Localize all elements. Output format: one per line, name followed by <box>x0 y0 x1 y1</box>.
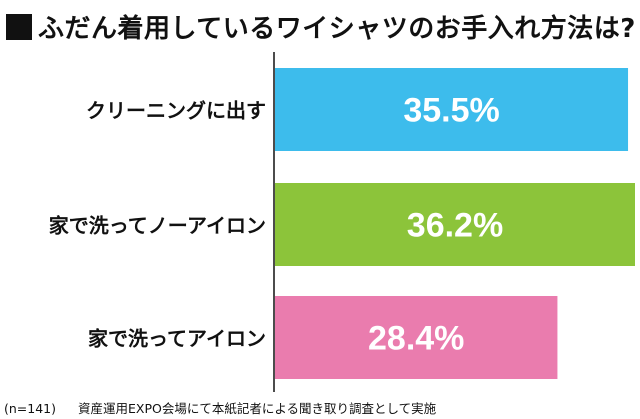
chart-title: ふだん着用しているワイシャツのお手入れ方法は? <box>6 8 636 45</box>
category-label-3: 家で洗ってアイロン <box>88 327 266 351</box>
title-square-icon <box>6 14 32 40</box>
bar-2 <box>275 183 635 266</box>
category-label-1: クリーニングに出す <box>86 99 266 123</box>
sample-size: (n=141) <box>4 401 57 416</box>
value-label-2: 36.2% <box>407 207 503 245</box>
chart-title-text: ふだん着用しているワイシャツのお手入れ方法は? <box>38 14 636 44</box>
survey-source: 資産運用EXPO会場にて本紙記者による聞き取り調査として実施 <box>78 401 437 416</box>
bar-1 <box>275 68 629 151</box>
bar-3 <box>275 296 558 379</box>
value-label-3: 28.4% <box>368 320 464 358</box>
footnote: (n=141) 資産運用EXPO会場にて本紙記者による聞き取り調査として実施 <box>4 398 436 417</box>
value-label-1: 35.5% <box>403 92 499 130</box>
category-label-2: 家で洗ってノーアイロン <box>49 214 266 238</box>
